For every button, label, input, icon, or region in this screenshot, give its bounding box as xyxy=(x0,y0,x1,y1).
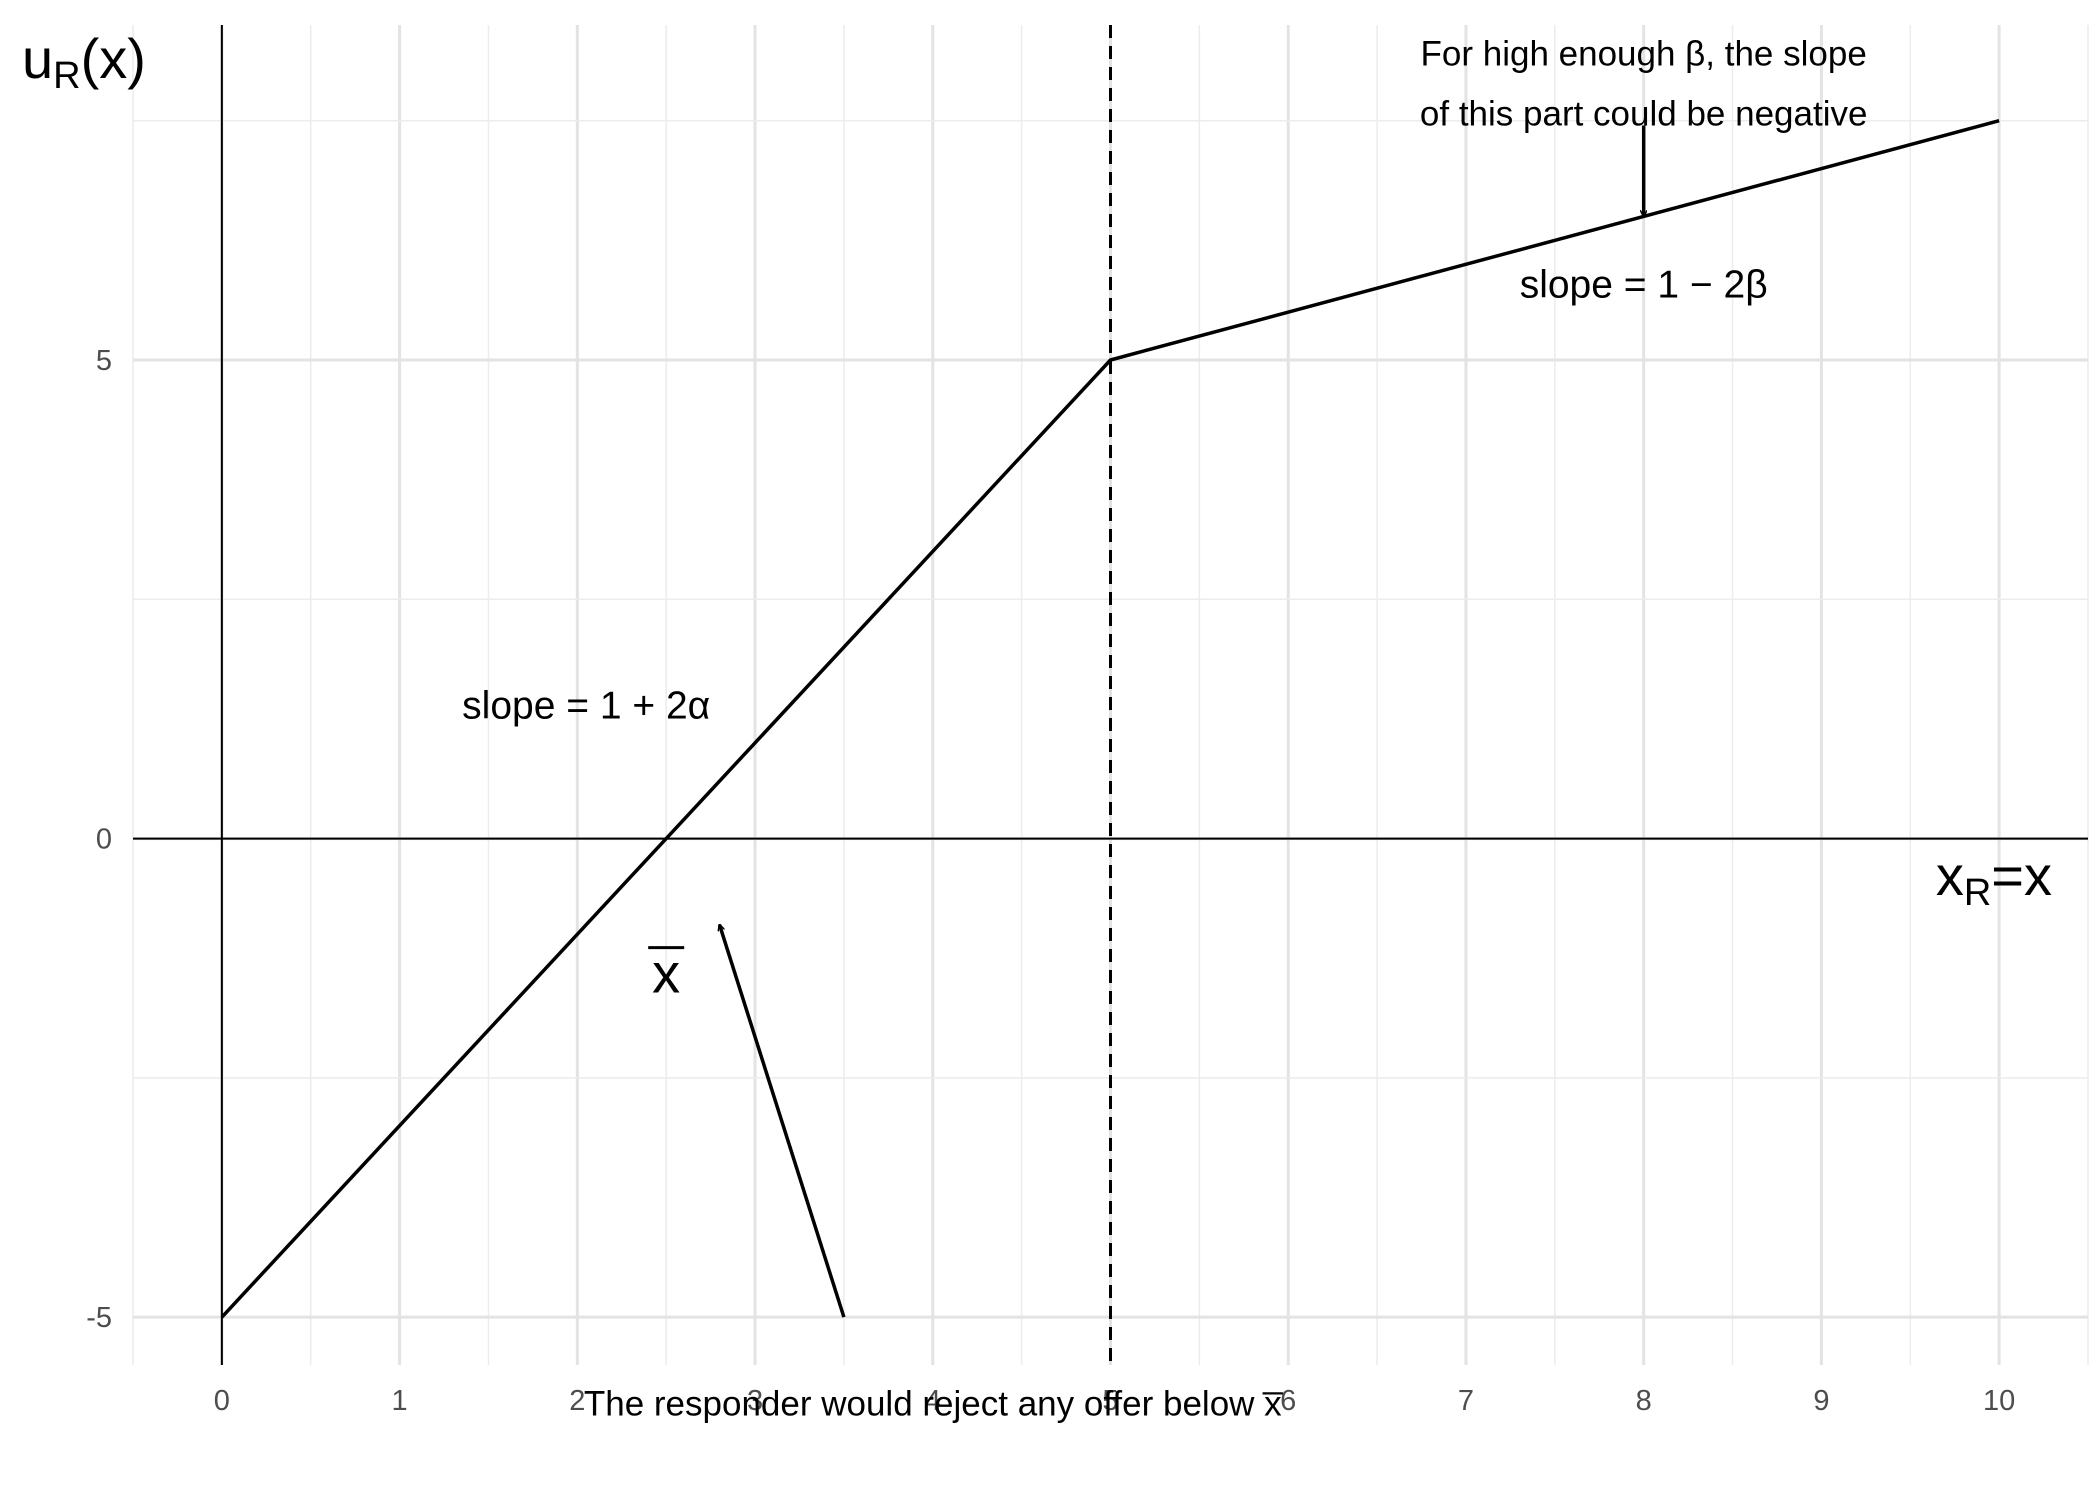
x-tick-label: 3 xyxy=(747,1385,763,1417)
x-tick-label: 1 xyxy=(392,1385,408,1417)
x-tick-label: 4 xyxy=(925,1385,941,1417)
y-tick-label: -5 xyxy=(86,1302,112,1334)
x-axis-title: xR=x xyxy=(1936,844,2052,914)
x-tick-label: 2 xyxy=(569,1385,585,1417)
note-top-line-1: For high enough β, the slope xyxy=(1421,35,1867,74)
y-axis-title-rest: (x) xyxy=(81,27,146,90)
x-tick-label: 9 xyxy=(1813,1385,1829,1417)
x-bar-label: x xyxy=(652,942,680,1005)
x-tick-label: 7 xyxy=(1458,1385,1474,1417)
x-axis-title-rest: =x xyxy=(1991,844,2052,907)
y-axis-title-main: u xyxy=(22,27,53,90)
reject-note-arrow xyxy=(720,925,846,1318)
annotations: slope = 1 + 2α slope = 1 − 2β For high e… xyxy=(462,35,1867,1424)
x-tick-label: 6 xyxy=(1280,1385,1296,1417)
slope-right-label: slope = 1 − 2β xyxy=(1520,263,1768,306)
y-axis-title-sub: R xyxy=(53,55,80,97)
x-axis-title-sub: R xyxy=(1964,872,1991,914)
x-tick-label: 5 xyxy=(1102,1385,1118,1417)
y-axis-title: uR(x) xyxy=(22,27,146,97)
x-tick-label: 0 xyxy=(214,1385,230,1417)
x-tick-label: 10 xyxy=(1983,1385,2015,1417)
series xyxy=(220,119,2000,1319)
utility-line xyxy=(220,119,2000,1319)
y-tick-label: 5 xyxy=(96,345,112,377)
axes xyxy=(133,25,2088,1365)
y-tick-label: 0 xyxy=(96,824,112,856)
axis-titles: uR(x) xR=x xyxy=(22,27,2052,914)
reject-note-label: The responder would reject any offer bel… xyxy=(584,1384,1284,1423)
x-axis-title-main: x xyxy=(1936,844,1964,907)
tick-labels: 0 1 2 3 4 5 6 7 8 9 10 -5 0 5 xyxy=(86,345,2015,1417)
slope-left-label: slope = 1 + 2α xyxy=(462,685,710,728)
x-tick-label: 8 xyxy=(1636,1385,1652,1417)
